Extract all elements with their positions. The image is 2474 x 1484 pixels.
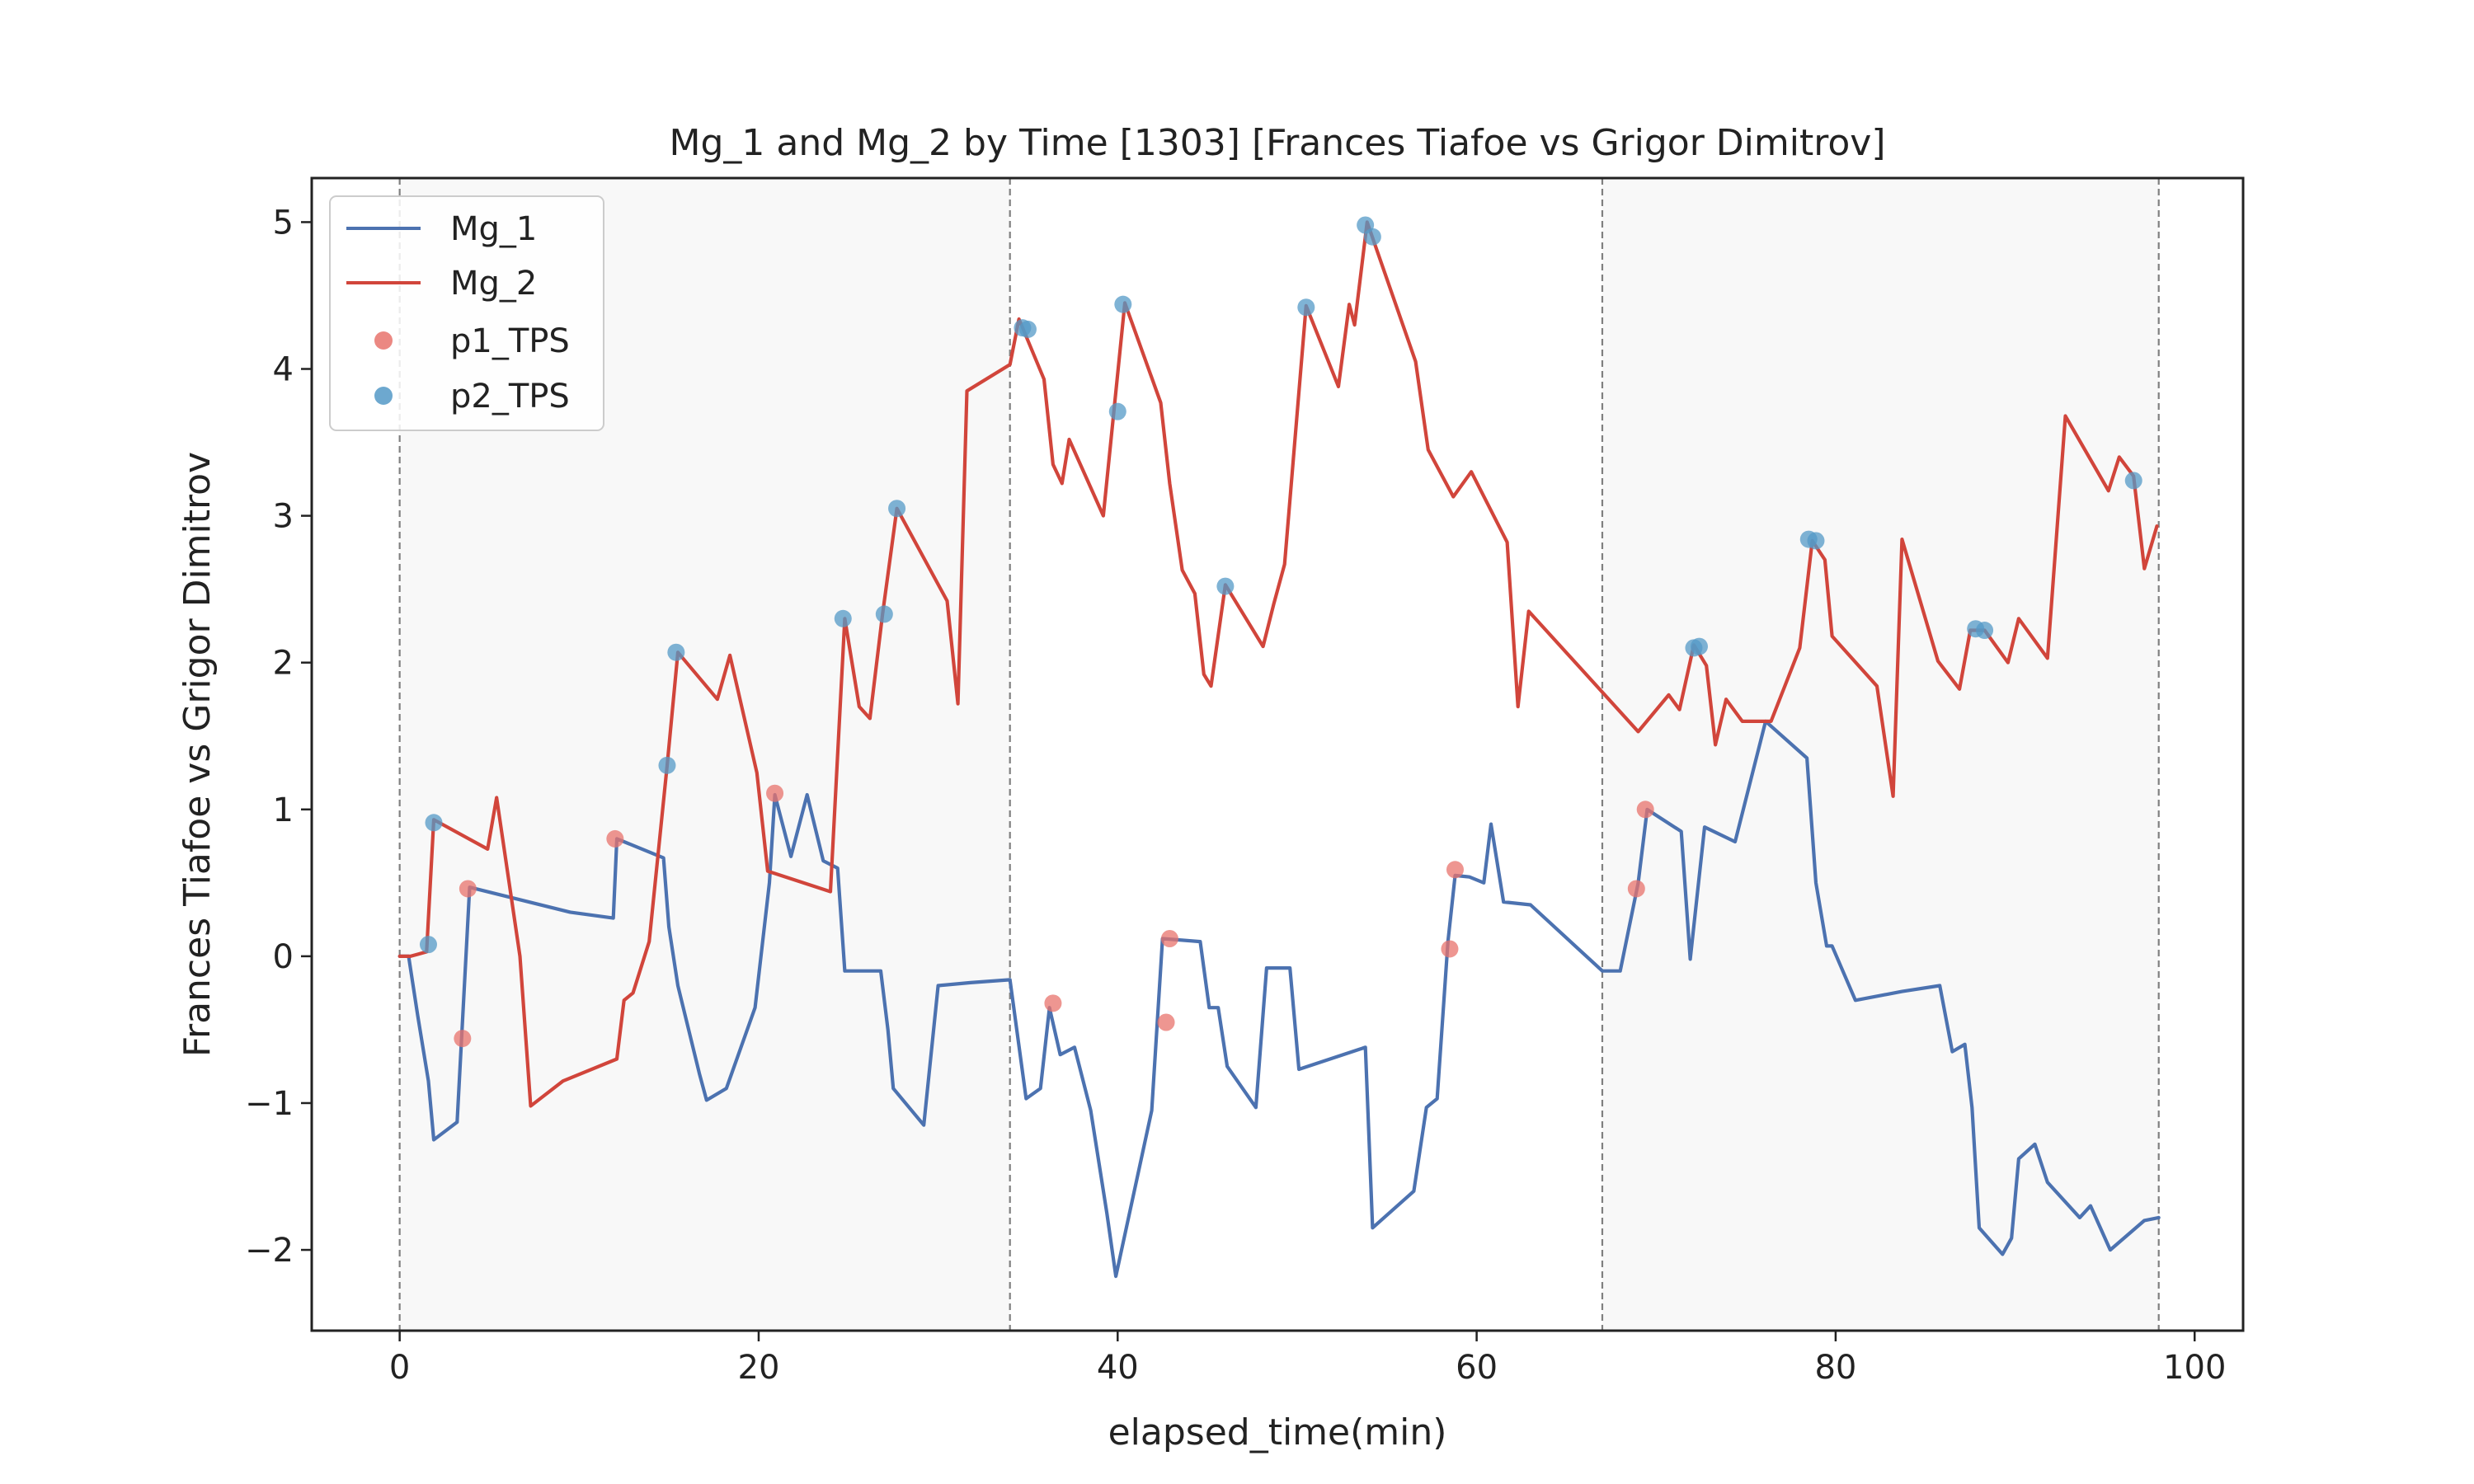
y-tick-label: −1 bbox=[245, 1085, 294, 1123]
marker-p2-tps bbox=[425, 814, 443, 832]
y-tick-label: 3 bbox=[273, 498, 294, 536]
y-tick-label: 0 bbox=[273, 938, 294, 976]
marker-p2-tps bbox=[834, 609, 852, 627]
marker-p2-tps bbox=[2124, 472, 2142, 490]
marker-p2-tps bbox=[1807, 532, 1825, 550]
legend-label-p1-tps: p1_TPS bbox=[450, 322, 570, 360]
x-axis-ticks: 0 20 40 60 80 100 bbox=[389, 1331, 2226, 1387]
marker-p2-tps bbox=[1018, 320, 1037, 338]
y-tick-label: 5 bbox=[273, 204, 294, 242]
y-tick-label: 4 bbox=[273, 351, 294, 389]
set-boundary-lines bbox=[398, 178, 2160, 1331]
x-tick-label: 100 bbox=[2163, 1349, 2226, 1387]
marker-p2-tps bbox=[875, 605, 893, 623]
y-tick-label: 2 bbox=[273, 645, 294, 683]
x-tick-label: 60 bbox=[1456, 1349, 1498, 1387]
marker-p1-tps bbox=[1157, 1013, 1175, 1031]
marker-p2-tps bbox=[1108, 402, 1126, 420]
chart-title: Mg_1 and Mg_2 by Time [1303] [Frances Ti… bbox=[670, 122, 1886, 164]
marker-p1-tps bbox=[1446, 861, 1464, 879]
series-line-mg-2 bbox=[397, 220, 2159, 1108]
marker-p2-tps bbox=[658, 756, 676, 774]
y-tick-label: 1 bbox=[273, 791, 294, 829]
legend-label-mg2: Mg_2 bbox=[450, 265, 537, 303]
legend-box bbox=[329, 195, 604, 431]
marker-p1-tps bbox=[1441, 940, 1459, 958]
series-line-mg-1 bbox=[397, 719, 2161, 1279]
marker-p1-tps bbox=[1160, 930, 1178, 948]
marker-p2-tps bbox=[1216, 577, 1235, 595]
y-tick-label: −2 bbox=[245, 1232, 294, 1270]
marker-p2-tps bbox=[888, 500, 906, 518]
x-tick-label: 80 bbox=[1814, 1349, 1856, 1387]
marker-p2-tps bbox=[667, 643, 685, 661]
marker-p1-tps bbox=[606, 829, 624, 848]
y-axis-ticks: −2 −1 0 1 2 3 4 5 bbox=[245, 204, 312, 1270]
marker-p1-tps bbox=[454, 1030, 472, 1048]
marker-p2-tps bbox=[1297, 298, 1315, 317]
legend: Mg_1 Mg_2 p1_TPS p2_TPS bbox=[329, 195, 604, 431]
marker-p1-tps bbox=[766, 784, 784, 802]
legend-label-mg1: Mg_1 bbox=[450, 210, 537, 248]
marker-p1-tps bbox=[1044, 994, 1062, 1012]
x-axis-label: elapsed_time(min) bbox=[1108, 1411, 1447, 1453]
y-axis-label: Frances Tiafoe vs Grigor Dimitrov bbox=[176, 452, 219, 1057]
plot-frame bbox=[310, 176, 2245, 1332]
legend-marker-p1-tps bbox=[374, 331, 393, 350]
marker-p1-tps bbox=[1636, 801, 1654, 819]
legend-label-p2-tps: p2_TPS bbox=[450, 378, 570, 416]
x-tick-label: 20 bbox=[738, 1349, 780, 1387]
shaded-set-2 bbox=[1602, 178, 2159, 1331]
legend-marker-p2-tps bbox=[374, 387, 393, 405]
marker-p1-tps bbox=[1627, 880, 1645, 898]
x-tick-label: 0 bbox=[389, 1349, 410, 1387]
marker-p2-tps bbox=[1976, 622, 1994, 640]
marker-p2-tps bbox=[1114, 295, 1132, 313]
series-lines bbox=[397, 220, 2161, 1279]
x-tick-label: 40 bbox=[1097, 1349, 1139, 1387]
marker-p1-tps bbox=[459, 880, 477, 898]
marker-p2-tps bbox=[1690, 637, 1708, 655]
tps-markers bbox=[419, 216, 2142, 1048]
marker-p2-tps bbox=[1363, 228, 1381, 246]
marker-p2-tps bbox=[419, 936, 437, 954]
